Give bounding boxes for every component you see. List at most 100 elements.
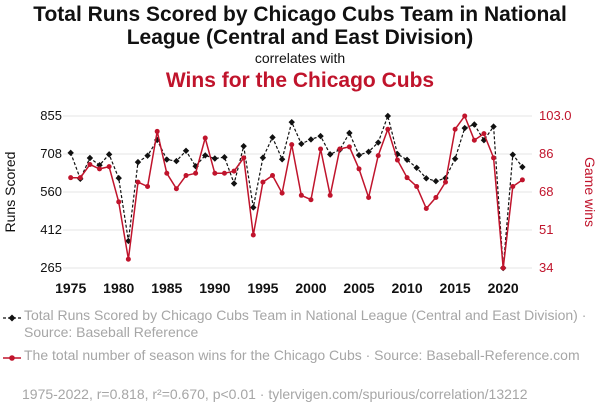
data-point-runs xyxy=(182,147,190,154)
data-point-runs xyxy=(269,134,276,141)
x-tick-label: 1975 xyxy=(55,280,86,296)
data-point-runs xyxy=(298,140,305,148)
data-point-runs xyxy=(413,164,420,171)
x-tick-label: 1995 xyxy=(247,280,278,296)
y-right-axis-label: Game wins xyxy=(582,157,598,227)
data-point-runs xyxy=(384,112,392,120)
data-point-wins xyxy=(68,175,74,181)
data-point-wins xyxy=(183,172,189,178)
data-point-runs xyxy=(423,175,430,182)
data-point-runs xyxy=(221,154,228,161)
x-tick-label: 2005 xyxy=(343,280,374,296)
data-point-wins xyxy=(135,179,141,185)
data-point-wins xyxy=(423,206,429,212)
data-point-runs xyxy=(115,174,122,182)
legend-marker-wins xyxy=(3,355,21,361)
data-point-wins xyxy=(346,144,352,150)
data-point-wins xyxy=(443,179,449,185)
y-right-tick-label: 68 xyxy=(539,184,553,199)
data-point-runs xyxy=(67,149,74,157)
y-left-tick-label: 855 xyxy=(40,108,62,123)
data-point-wins xyxy=(404,175,410,181)
x-ticks: 1975 1980 1985 1990 1995 2000 2005 2010 2015 2020 xyxy=(55,280,519,296)
data-point-runs xyxy=(288,118,295,126)
legend-label-wins: The total number of season wins for the … xyxy=(24,347,580,363)
y-right-tick-label: 103.0 xyxy=(539,108,572,123)
data-point-runs xyxy=(202,152,209,159)
x-tick-label: 1980 xyxy=(103,280,134,296)
data-point-wins xyxy=(231,168,237,174)
legend-marker-runs xyxy=(3,314,21,322)
data-point-runs xyxy=(403,156,411,163)
y-right-tick-label: 34 xyxy=(539,260,553,275)
data-point-wins xyxy=(385,126,391,132)
data-point-runs xyxy=(509,151,516,158)
data-point-runs xyxy=(375,139,382,146)
y-left-tick-label: 560 xyxy=(40,184,62,199)
y-right-tick-label: 86 xyxy=(539,146,553,161)
x-tick-label: 1985 xyxy=(151,280,182,296)
data-point-wins xyxy=(164,170,170,176)
chart-title-line-2: League (Central and East Division) xyxy=(126,26,474,49)
data-point-runs xyxy=(96,162,103,169)
data-point-wins xyxy=(298,192,304,198)
data-point-wins xyxy=(212,170,218,176)
data-point-wins xyxy=(394,157,400,163)
data-point-runs xyxy=(250,204,257,211)
y-right-ticks: 103.0 86 68 51 34 xyxy=(539,108,572,275)
data-point-wins xyxy=(471,137,477,143)
data-point-wins xyxy=(221,170,227,176)
data-point-wins xyxy=(519,177,525,183)
data-point-wins xyxy=(356,166,362,172)
y-right-tick-label: 51 xyxy=(539,222,553,237)
data-point-runs xyxy=(355,151,363,159)
data-point-wins xyxy=(481,131,487,137)
data-point-runs xyxy=(278,156,286,163)
data-point-runs xyxy=(144,152,151,159)
data-point-wins xyxy=(87,161,93,167)
data-point-runs xyxy=(317,132,324,140)
data-point-wins xyxy=(270,172,276,178)
y-left-ticks: 855 708 560 412 265 xyxy=(40,108,62,275)
data-point-runs xyxy=(365,148,372,156)
x-tick-label: 2000 xyxy=(295,280,326,296)
data-point-wins xyxy=(106,164,112,170)
data-point-runs xyxy=(211,155,219,162)
x-tick-label: 2020 xyxy=(488,280,519,296)
data-point-wins xyxy=(260,179,266,185)
footer-stats: 1975-2022, r=0.818, r²=0.670, p<0.01 · t… xyxy=(22,386,528,402)
data-point-runs xyxy=(432,177,440,185)
data-point-runs xyxy=(173,157,180,165)
data-point-runs xyxy=(490,123,497,130)
chart-subtitle: correlates with xyxy=(254,50,346,66)
data-point-wins xyxy=(500,265,506,271)
y-left-tick-label: 265 xyxy=(40,260,62,275)
data-point-runs xyxy=(461,124,468,132)
data-point-wins xyxy=(308,197,314,203)
data-point-wins xyxy=(289,142,295,148)
data-point-wins xyxy=(462,113,468,119)
x-tick-label: 1990 xyxy=(199,280,230,296)
data-point-runs xyxy=(471,121,478,128)
data-point-wins xyxy=(375,153,381,159)
data-point-wins xyxy=(337,146,343,152)
legend-label-runs: Total Runs Scored by Chicago Cubs Team i… xyxy=(24,307,587,340)
data-point-wins xyxy=(318,146,324,152)
data-point-wins xyxy=(452,126,458,132)
y-left-tick-label: 412 xyxy=(40,222,62,237)
data-point-runs xyxy=(519,163,526,171)
data-point-runs xyxy=(163,156,170,163)
data-point-wins xyxy=(145,183,151,189)
data-point-wins xyxy=(154,128,160,134)
x-tick-label: 2010 xyxy=(391,280,422,296)
data-point-wins xyxy=(366,195,372,201)
data-point-wins xyxy=(77,175,83,181)
data-point-wins xyxy=(202,135,208,141)
x-tick-label: 2015 xyxy=(440,280,471,296)
data-point-runs xyxy=(451,155,459,162)
data-point-runs xyxy=(480,137,488,144)
data-point-wins xyxy=(414,183,420,189)
data-point-wins xyxy=(327,192,333,198)
data-point-wins xyxy=(279,190,285,196)
